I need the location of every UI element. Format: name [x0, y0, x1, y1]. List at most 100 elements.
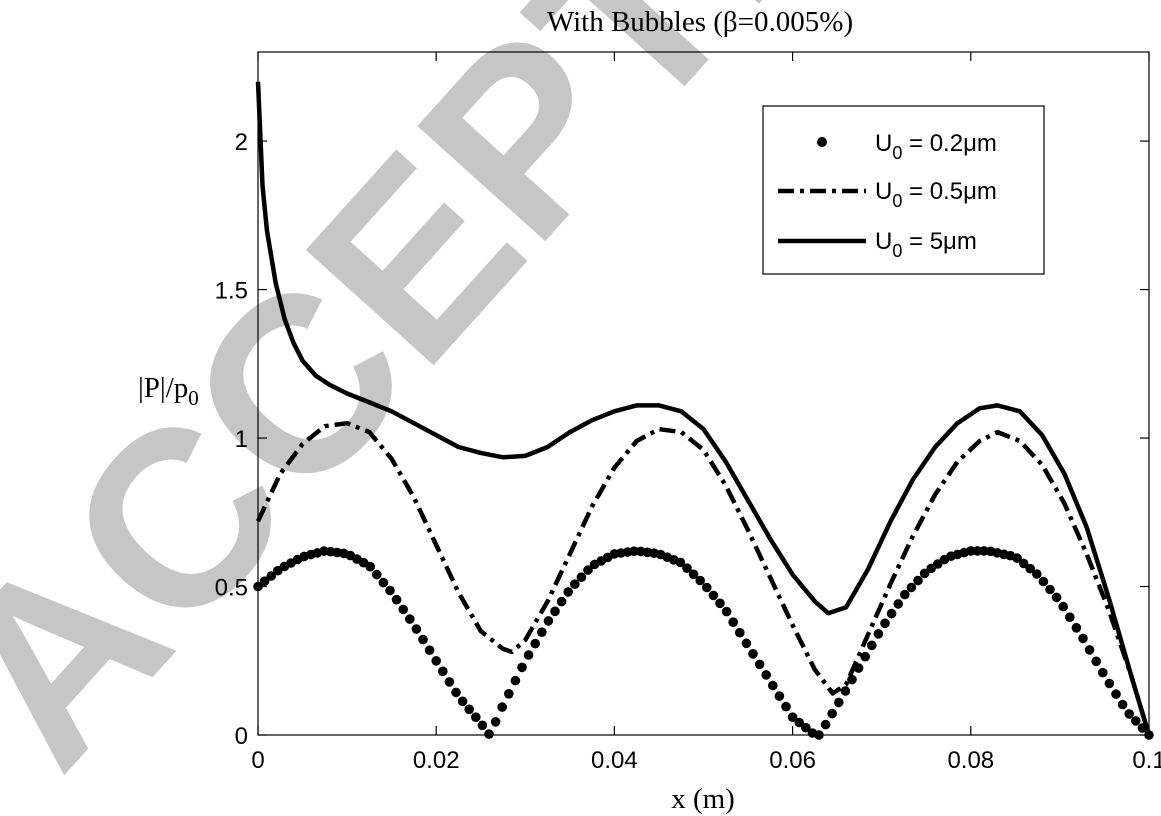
data-point — [1065, 612, 1075, 622]
legend: U0 = 0.2μm U0 = 0.5μm U0 = 5μm — [762, 105, 1045, 275]
y-tick-label: 1 — [235, 426, 248, 453]
plot-area-border — [257, 51, 1150, 736]
data-point — [814, 730, 824, 740]
data-point — [464, 704, 475, 715]
data-point — [873, 629, 884, 639]
data-point — [418, 634, 428, 645]
data-point — [1084, 645, 1095, 655]
data-point — [1111, 689, 1121, 699]
legend-entry-0-main: U — [875, 130, 892, 157]
data-point — [490, 717, 501, 727]
data-point — [444, 677, 455, 687]
data-point — [675, 557, 686, 568]
y-tick-label: 1.5 — [215, 278, 248, 305]
data-point — [748, 649, 758, 659]
data-point — [523, 650, 534, 660]
data-point — [715, 598, 725, 609]
y-tick-label: 0 — [235, 723, 248, 750]
data-point — [537, 627, 547, 637]
data-point — [398, 604, 409, 615]
y-axis-label: |P|/p0 — [138, 372, 199, 410]
data-point — [880, 618, 890, 629]
data-point — [1098, 667, 1108, 678]
data-point — [721, 606, 732, 617]
legend-entry-1-sub: 0 — [892, 191, 902, 211]
data-point — [708, 590, 719, 601]
x-tick-label: 0.02 — [413, 747, 460, 774]
plot-frame — [257, 51, 1150, 736]
data-point — [1012, 553, 1022, 563]
data-point — [886, 608, 897, 619]
data-point — [550, 606, 560, 617]
data-point — [583, 565, 593, 575]
data-point — [1104, 678, 1115, 689]
legend-entry-1: U0 = 0.5μm — [875, 178, 997, 211]
data-point — [702, 582, 712, 593]
data-point — [477, 720, 488, 731]
data-point — [457, 696, 468, 707]
data-point — [510, 675, 521, 686]
data-point — [391, 594, 402, 605]
data-point — [774, 691, 785, 701]
data-point — [372, 569, 382, 580]
data-point — [259, 576, 270, 586]
data-point — [860, 651, 870, 662]
data-point — [913, 575, 923, 586]
data-point — [966, 546, 976, 556]
data-point — [834, 697, 844, 708]
x-axis-ticks: 0 0.02 0.04 0.06 0.08 0.1 — [251, 52, 1161, 774]
data-point — [847, 674, 857, 685]
x-tick-label: 0.1 — [1132, 747, 1161, 774]
y-tick-label: 0.5 — [215, 575, 248, 602]
data-point — [840, 686, 851, 696]
data-point — [900, 589, 910, 600]
series-line — [255, 420, 1152, 736]
data-point — [972, 546, 983, 556]
data-point — [919, 568, 930, 579]
data-point — [570, 579, 580, 589]
data-point — [794, 717, 804, 728]
legend-entry-1-rest: = 0.5μm — [902, 178, 997, 205]
data-point — [385, 585, 395, 596]
data-point — [1018, 558, 1029, 569]
series-line — [255, 81, 1152, 736]
data-point — [1025, 563, 1035, 574]
data-point — [787, 712, 798, 722]
x-tick-label: 0 — [251, 747, 264, 774]
data-point — [735, 627, 745, 638]
data-point — [761, 670, 771, 680]
data-point — [741, 638, 752, 649]
x-tick-label: 0.08 — [947, 747, 994, 774]
series-2 — [255, 81, 1152, 736]
data-point — [405, 614, 415, 624]
legend-entry-2: U0 = 5μm — [875, 228, 977, 261]
legend-entry-0: U0 = 0.2μm — [875, 130, 997, 163]
data-point — [1051, 592, 1062, 603]
data-point — [530, 638, 540, 649]
data-point — [411, 624, 422, 634]
data-point — [253, 581, 263, 592]
data-point — [378, 577, 389, 588]
data-point — [431, 656, 442, 666]
data-point — [893, 599, 903, 609]
data-point — [781, 701, 791, 712]
data-point — [827, 708, 837, 719]
legend-entry-2-rest: = 5μm — [902, 228, 977, 255]
data-point — [1117, 699, 1128, 710]
x-tick-label: 0.06 — [769, 747, 816, 774]
data-point — [1058, 601, 1068, 612]
data-point — [867, 640, 877, 651]
x-tick-label: 0.04 — [591, 747, 638, 774]
legend-entry-2-main: U — [875, 228, 892, 255]
legend-box — [762, 105, 1045, 275]
legend-entry-1-main: U — [875, 178, 892, 205]
data-point — [484, 729, 494, 739]
y-tick-label: 2 — [235, 129, 248, 156]
legend-marker-dots — [817, 137, 827, 147]
data-point — [563, 587, 573, 597]
legend-entry-0-rest: = 0.2μm — [902, 130, 997, 157]
series-0 — [253, 546, 1154, 740]
data-point — [1038, 576, 1049, 587]
data-point — [820, 719, 831, 730]
